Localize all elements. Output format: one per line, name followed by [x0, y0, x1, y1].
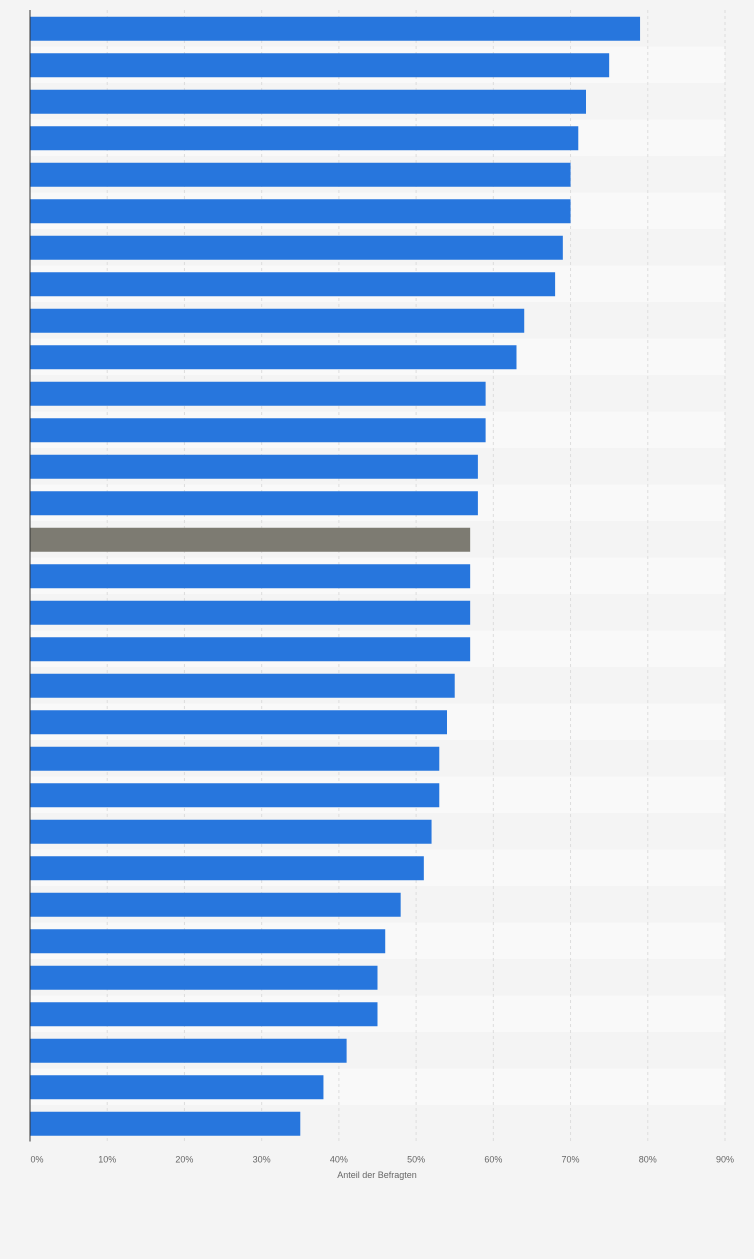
bar — [30, 710, 447, 735]
bar — [30, 673, 455, 698]
bar — [30, 272, 556, 297]
x-tick-labels: 0% 10% 20% 30% 40% 50% 60% 70% 80% 90% — [30, 1155, 734, 1165]
x-tick-label: 40% — [330, 1155, 348, 1165]
bar — [30, 929, 386, 954]
bar — [30, 1038, 347, 1063]
bar — [30, 600, 471, 625]
bar — [30, 235, 563, 260]
bar — [30, 53, 610, 78]
bar — [30, 199, 571, 224]
bar — [30, 1111, 301, 1136]
bar — [30, 1002, 378, 1027]
bar — [30, 783, 440, 808]
bar — [30, 892, 401, 917]
x-tick-label: 30% — [253, 1155, 271, 1165]
x-axis-title: Anteil der Befragten — [337, 1170, 417, 1180]
bar — [30, 491, 478, 516]
x-tick-label: 90% — [716, 1155, 734, 1165]
bar — [30, 418, 486, 443]
bar — [30, 126, 579, 151]
bar — [30, 308, 525, 333]
x-tick-label: 70% — [562, 1155, 580, 1165]
bar — [30, 564, 471, 589]
x-tick-label: 60% — [484, 1155, 502, 1165]
bars — [30, 16, 641, 1136]
bar — [30, 856, 424, 881]
bar-highlighted — [30, 527, 471, 552]
bar — [30, 454, 478, 479]
bar — [30, 637, 471, 662]
bar — [30, 819, 432, 844]
x-tick-label: 50% — [407, 1155, 425, 1165]
x-tick-label: 80% — [639, 1155, 657, 1165]
bar — [30, 89, 586, 114]
x-tick-label: 0% — [30, 1155, 43, 1165]
bar — [30, 16, 641, 41]
x-tick-label: 10% — [98, 1155, 116, 1165]
bar — [30, 746, 440, 771]
x-tick-label: 20% — [175, 1155, 193, 1165]
bar — [30, 345, 517, 370]
bar — [30, 381, 486, 406]
bar — [30, 162, 571, 187]
bar — [30, 1075, 324, 1100]
bar — [30, 965, 378, 990]
